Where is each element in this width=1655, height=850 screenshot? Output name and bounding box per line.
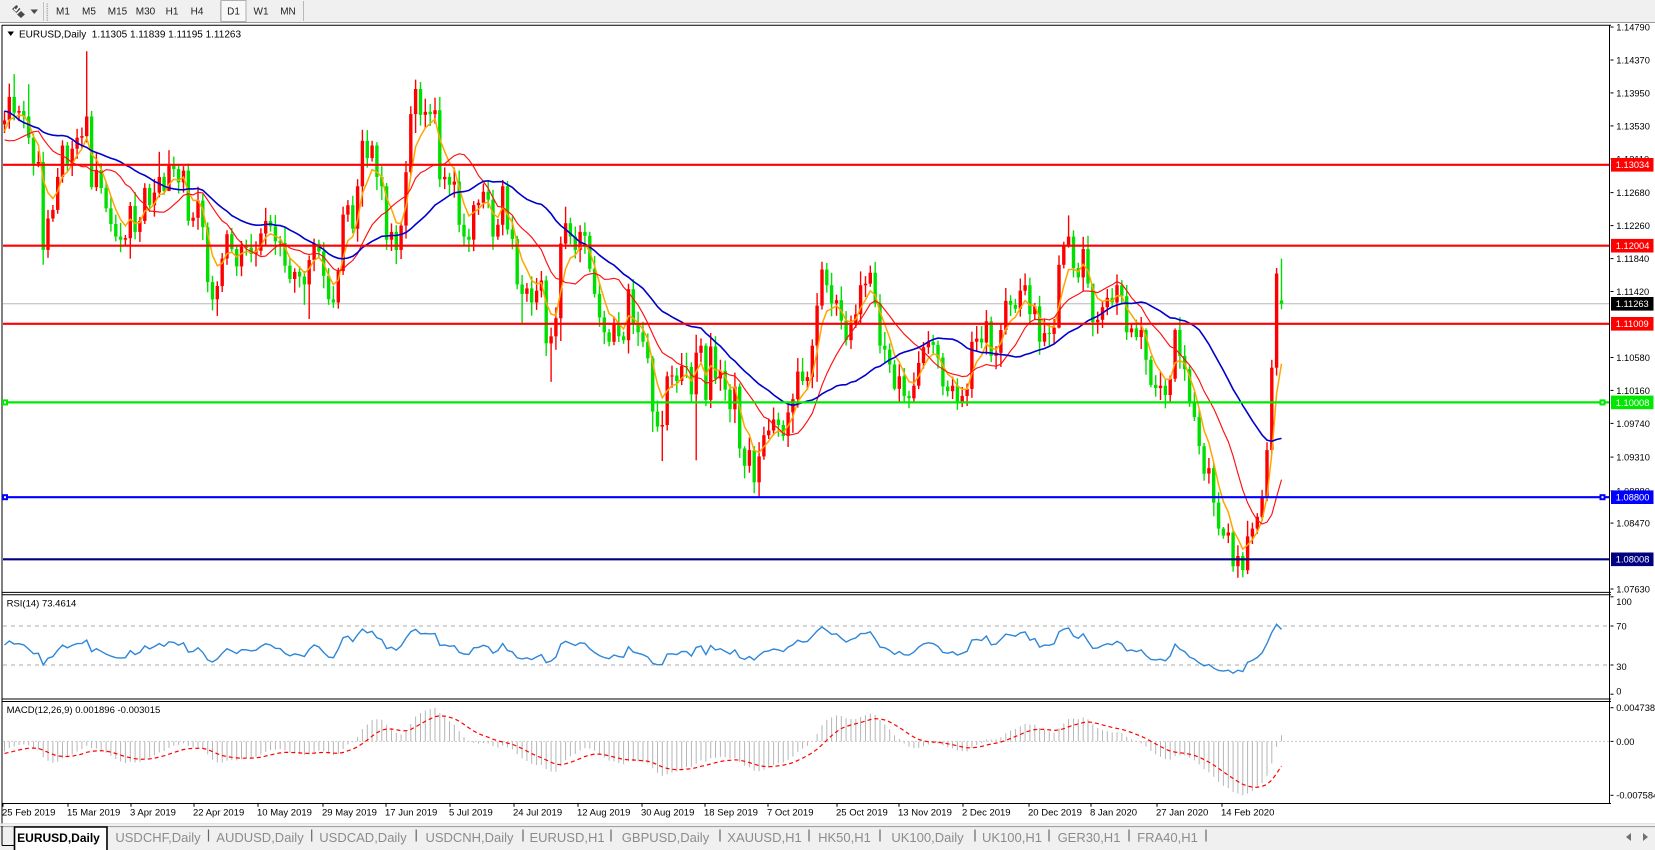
svg-text:UK100,Daily: UK100,Daily bbox=[891, 830, 964, 845]
svg-text:15 Mar 2019: 15 Mar 2019 bbox=[67, 808, 120, 819]
svg-text:RSI(14) 73.4614: RSI(14) 73.4614 bbox=[7, 599, 77, 610]
svg-text:EURUSD,Daily 1.11305 1.11839: EURUSD,Daily 1.11305 1.11839 1.11195 1.1… bbox=[19, 29, 241, 40]
svg-text:AUDUSD,Daily: AUDUSD,Daily bbox=[216, 830, 304, 845]
svg-text:1.07630: 1.07630 bbox=[1616, 584, 1650, 594]
svg-text:18 Sep 2019: 18 Sep 2019 bbox=[704, 808, 758, 819]
svg-text:USDCHF,Daily: USDCHF,Daily bbox=[115, 830, 201, 845]
svg-text:20 Dec 2019: 20 Dec 2019 bbox=[1028, 808, 1082, 819]
svg-text:0.00: 0.00 bbox=[1616, 737, 1634, 747]
svg-text:24 Jul 2019: 24 Jul 2019 bbox=[513, 808, 562, 819]
svg-text:1.09310: 1.09310 bbox=[1616, 453, 1650, 463]
svg-text:30 Aug 2019: 30 Aug 2019 bbox=[641, 808, 694, 819]
svg-text:XAUUSD,H1: XAUUSD,H1 bbox=[727, 830, 801, 845]
svg-text:22 Apr 2019: 22 Apr 2019 bbox=[193, 808, 244, 819]
svg-text:2 Dec 2019: 2 Dec 2019 bbox=[962, 808, 1011, 819]
svg-text:5 Jul 2019: 5 Jul 2019 bbox=[449, 808, 493, 819]
svg-text:1.13950: 1.13950 bbox=[1616, 88, 1650, 98]
svg-text:-0.007584: -0.007584 bbox=[1616, 791, 1655, 801]
svg-text:30: 30 bbox=[1616, 662, 1626, 672]
svg-text:1.08470: 1.08470 bbox=[1616, 519, 1650, 529]
svg-text:EURUSD,Daily: EURUSD,Daily bbox=[17, 831, 100, 845]
svg-text:1.12260: 1.12260 bbox=[1616, 221, 1650, 231]
svg-text:1.10580: 1.10580 bbox=[1616, 353, 1650, 363]
svg-text:1.11009: 1.11009 bbox=[1616, 319, 1649, 329]
svg-text:GBPUSD,Daily: GBPUSD,Daily bbox=[622, 830, 710, 845]
svg-text:12 Aug 2019: 12 Aug 2019 bbox=[577, 808, 630, 819]
svg-text:1.10008: 1.10008 bbox=[1616, 398, 1650, 408]
svg-text:USDCAD,Daily: USDCAD,Daily bbox=[319, 830, 407, 845]
svg-text:EURUSD,H1: EURUSD,H1 bbox=[529, 830, 604, 845]
svg-text:14 Feb 2020: 14 Feb 2020 bbox=[1221, 808, 1274, 819]
svg-text:29 May 2019: 29 May 2019 bbox=[322, 808, 377, 819]
svg-text:1.12680: 1.12680 bbox=[1616, 188, 1650, 198]
svg-text:100: 100 bbox=[1616, 597, 1632, 607]
svg-text:H1: H1 bbox=[166, 7, 179, 18]
svg-text:M15: M15 bbox=[108, 7, 128, 18]
svg-text:70: 70 bbox=[1616, 621, 1626, 631]
svg-text:1.08008: 1.08008 bbox=[1616, 555, 1650, 565]
svg-text:13 Nov 2019: 13 Nov 2019 bbox=[898, 808, 952, 819]
svg-text:0.004738: 0.004738 bbox=[1616, 703, 1655, 713]
svg-text:M30: M30 bbox=[136, 7, 156, 18]
svg-text:25 Oct 2019: 25 Oct 2019 bbox=[836, 808, 888, 819]
svg-text:1.08800: 1.08800 bbox=[1616, 493, 1650, 503]
svg-text:8 Jan 2020: 8 Jan 2020 bbox=[1090, 808, 1137, 819]
svg-text:3 Apr 2019: 3 Apr 2019 bbox=[130, 808, 176, 819]
svg-text:M1: M1 bbox=[56, 7, 70, 18]
svg-text:7 Oct 2019: 7 Oct 2019 bbox=[767, 808, 813, 819]
svg-text:1.12004: 1.12004 bbox=[1616, 241, 1650, 251]
svg-text:GER30,H1: GER30,H1 bbox=[1058, 830, 1121, 845]
svg-text:USDCNH,Daily: USDCNH,Daily bbox=[425, 830, 514, 845]
svg-text:M5: M5 bbox=[82, 7, 96, 18]
svg-text:1.11840: 1.11840 bbox=[1616, 254, 1649, 264]
svg-text:MN: MN bbox=[280, 7, 296, 18]
svg-text:1.14370: 1.14370 bbox=[1616, 55, 1650, 65]
svg-text:HK50,H1: HK50,H1 bbox=[818, 830, 871, 845]
svg-text:17 Jun 2019: 17 Jun 2019 bbox=[385, 808, 437, 819]
svg-text:FRA40,H1: FRA40,H1 bbox=[1137, 830, 1198, 845]
svg-text:H4: H4 bbox=[191, 7, 204, 18]
svg-text:1.13530: 1.13530 bbox=[1616, 121, 1650, 131]
svg-text:1.10160: 1.10160 bbox=[1616, 386, 1650, 396]
svg-text:0: 0 bbox=[1616, 686, 1621, 696]
svg-text:1.11420: 1.11420 bbox=[1616, 287, 1649, 297]
svg-text:10 May 2019: 10 May 2019 bbox=[257, 808, 312, 819]
svg-text:1.09740: 1.09740 bbox=[1616, 419, 1650, 429]
svg-text:W1: W1 bbox=[254, 7, 269, 18]
svg-text:1.14790: 1.14790 bbox=[1616, 22, 1650, 32]
svg-text:UK100,H1: UK100,H1 bbox=[982, 830, 1042, 845]
svg-text:27 Jan 2020: 27 Jan 2020 bbox=[1156, 808, 1208, 819]
svg-text:25 Feb 2019: 25 Feb 2019 bbox=[2, 808, 55, 819]
svg-text:1.13034: 1.13034 bbox=[1616, 160, 1650, 170]
svg-text:D1: D1 bbox=[227, 7, 240, 18]
svg-text:1.11263: 1.11263 bbox=[1616, 299, 1649, 309]
svg-text:MACD(12,26,9) 0.001896 -0.0030: MACD(12,26,9) 0.001896 -0.003015 bbox=[7, 705, 161, 716]
